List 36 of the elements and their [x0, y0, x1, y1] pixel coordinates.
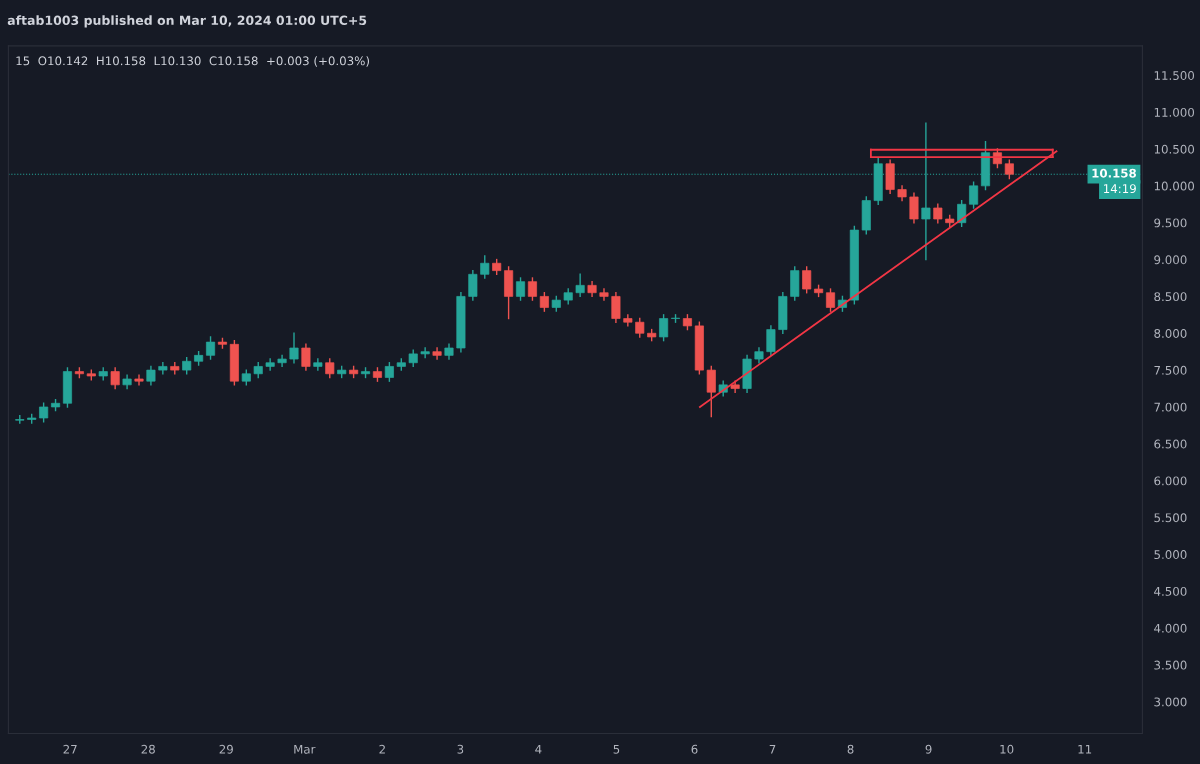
- x-tick-label: 9: [925, 744, 932, 754]
- x-tick-label: 8: [847, 744, 854, 754]
- chart-title: aftab1003 published on Mar 10, 2024 01:00 UTC+5: [7, 15, 367, 28]
- y-tick-label: 9.500: [1154, 218, 1187, 228]
- y-tick-label: 3.000: [1154, 697, 1187, 707]
- y-tick-label: 8.000: [1154, 328, 1187, 338]
- y-tick-label: 4.000: [1154, 623, 1187, 633]
- y-tick-label: 4.500: [1154, 586, 1187, 596]
- y-tick-label: 10.500: [1154, 144, 1195, 154]
- y-tick-label: 7.000: [1154, 402, 1187, 412]
- x-tick-label: 2: [379, 744, 385, 754]
- ref-line-label: 10.158: [1092, 168, 1136, 178]
- y-tick-label: 8.500: [1154, 292, 1187, 302]
- x-tick-label: 3: [457, 744, 464, 754]
- y-tick-label: 6.000: [1154, 476, 1187, 486]
- x-tick-label: 27: [63, 744, 77, 754]
- x-tick-label: 6: [691, 744, 698, 754]
- y-tick-label: 10.000: [1154, 181, 1195, 191]
- x-tick-label: 29: [219, 744, 233, 754]
- y-tick-label: 9.000: [1154, 255, 1187, 265]
- y-tick-label: 11.500: [1154, 71, 1195, 80]
- x-tick-label: Mar: [294, 744, 316, 754]
- y-tick-label: 5.000: [1154, 550, 1187, 560]
- y-tick-label: 6.500: [1154, 439, 1187, 449]
- x-tick-label: 7: [769, 744, 776, 754]
- annotation: 14:19: [1104, 184, 1136, 194]
- x-tick-label: 5: [613, 744, 620, 754]
- y-tick-label: 5.500: [1154, 513, 1187, 523]
- x-tick-label: 10: [1000, 744, 1014, 754]
- text: 15 O10.142 H10.158 L10.130 C10.158 +0.003 (+0.03%): [16, 56, 370, 67]
- x-tick-label: 4: [535, 744, 542, 754]
- y-tick-label: 3.500: [1154, 660, 1187, 670]
- x-tick-label: 28: [141, 744, 155, 754]
- x-tick-label: 11: [1078, 744, 1092, 754]
- y-tick-label: 7.500: [1154, 365, 1187, 375]
- y-tick-label: 11.000: [1154, 107, 1195, 117]
